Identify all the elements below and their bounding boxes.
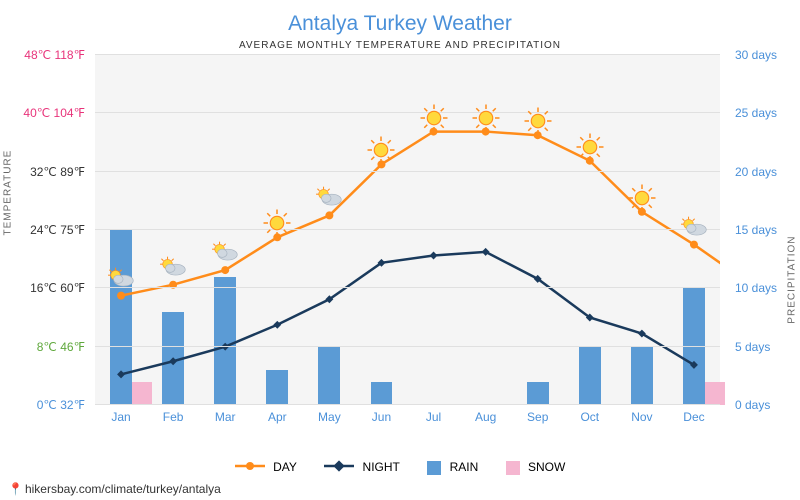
snow-bar — [703, 382, 725, 405]
cloud-sun-icon — [210, 241, 240, 271]
legend-day: DAY — [235, 460, 297, 475]
chart-legend: DAY NIGHT RAIN SNOW — [0, 460, 800, 475]
chart-title: Antalya Turkey Weather — [0, 0, 800, 36]
rain-bar — [579, 347, 601, 405]
legend-night-swatch — [324, 460, 354, 475]
chart-plot-area — [95, 55, 720, 405]
weather-chart-container: Antalya Turkey Weather AVERAGE MONTHLY T… — [0, 0, 800, 500]
cloud-sun-icon — [314, 186, 344, 216]
legend-snow-label: SNOW — [528, 460, 565, 474]
sun-icon — [366, 135, 396, 165]
footer-attribution: 📍hikersbay.com/climate/turkey/antalya — [8, 482, 221, 496]
rain-bar — [527, 382, 549, 405]
sun-icon — [627, 183, 657, 213]
rain-bar — [162, 312, 184, 405]
cloud-sun-icon — [679, 216, 709, 246]
footer-url: hikersbay.com/climate/turkey/antalya — [25, 482, 221, 496]
rain-bar — [631, 347, 653, 405]
legend-rain-swatch — [427, 461, 441, 475]
x-axis-labels: JanFebMarAprMayJunJulAugSepOctNovDec — [95, 410, 720, 430]
cloud-sun-icon — [106, 267, 136, 297]
sun-icon — [575, 132, 605, 162]
sun-icon — [471, 103, 501, 133]
legend-snow-swatch — [506, 461, 520, 475]
cloud-sun-icon — [158, 256, 188, 286]
legend-night: NIGHT — [324, 460, 400, 475]
chart-svg — [95, 55, 720, 405]
rain-bar — [371, 382, 393, 405]
sun-icon — [419, 103, 449, 133]
snow-bar — [130, 382, 152, 405]
chart-subtitle: AVERAGE MONTHLY TEMPERATURE AND PRECIPIT… — [0, 36, 800, 51]
legend-night-label: NIGHT — [363, 460, 400, 474]
location-pin-icon: 📍 — [8, 482, 23, 496]
rain-bar — [214, 277, 236, 405]
sun-icon — [523, 106, 553, 136]
legend-rain: RAIN — [427, 460, 478, 475]
y-axis-right-labels: 0 days5 days10 days15 days20 days25 days… — [730, 55, 800, 405]
legend-day-swatch — [235, 460, 265, 475]
legend-day-label: DAY — [273, 460, 297, 474]
rain-bar — [266, 370, 288, 405]
legend-rain-label: RAIN — [450, 460, 479, 474]
rain-bar — [683, 288, 705, 405]
legend-snow: SNOW — [506, 460, 566, 475]
rain-bar — [318, 347, 340, 405]
sun-icon — [262, 208, 292, 238]
y-axis-left-labels: 0℃ 32℉8℃ 46℉16℃ 60℉24℃ 75℉32℃ 89℉40℃ 104… — [0, 55, 90, 405]
rain-bar — [110, 230, 132, 405]
